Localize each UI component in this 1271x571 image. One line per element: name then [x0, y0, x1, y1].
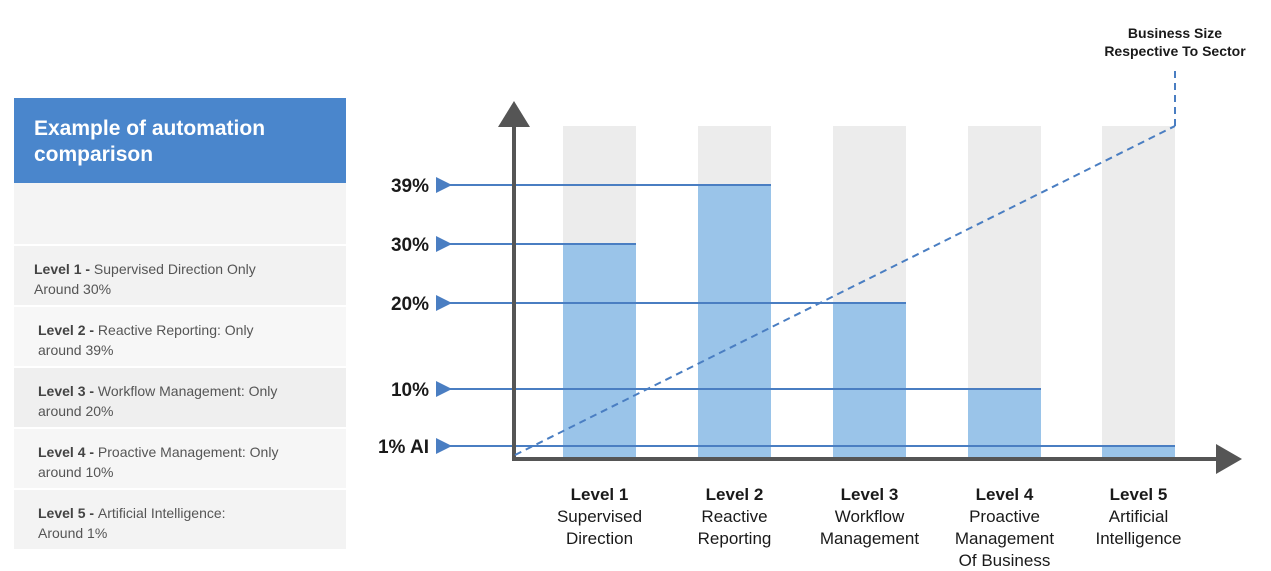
comparison-panel: Example of automation comparison Level 1…	[14, 98, 346, 549]
trend-line	[514, 125, 1176, 456]
level-label: Level 1 -	[34, 261, 94, 277]
level-label: Level 4 -	[38, 444, 98, 460]
x-axis-arrow-icon	[1216, 444, 1242, 474]
reference-arrow-icon	[436, 236, 452, 252]
level-label: Level 2 -	[38, 322, 98, 338]
tick-label-2: 39%	[391, 176, 429, 197]
panel-header: Example of automation comparison	[14, 98, 346, 183]
level-desc: Reactive Reporting: Only	[97, 322, 254, 338]
level-desc: Workflow Management: Only	[97, 383, 278, 399]
level-desc: Proactive Management: Only	[97, 444, 279, 460]
level-desc-2: Around 1%	[38, 525, 108, 541]
level-row-1: Level 1 - Supervised Direction Only Arou…	[14, 246, 346, 305]
category-label-2-line-1: Reactive	[701, 507, 767, 526]
bar-level-5	[1102, 446, 1175, 459]
tick-label-4: 10%	[391, 380, 429, 401]
reference-arrow-icon	[436, 295, 452, 311]
reference-arrow-icon	[436, 177, 452, 193]
level-row-4: Level 4 - Proactive Management: Only aro…	[14, 429, 346, 488]
level-desc-2: Around 30%	[34, 281, 112, 297]
level-label: Level 5 -	[38, 505, 98, 521]
trend-note-line-2: Respective To Sector	[1104, 43, 1246, 59]
level-desc-2: around 20%	[38, 403, 114, 419]
panel-title-line1: Example of automation	[34, 117, 266, 140]
tick-label-1: 30%	[391, 235, 429, 256]
reference-arrow-icon	[436, 438, 452, 454]
category-label-1-line-1: Supervised	[557, 507, 642, 526]
bar-level-4	[968, 389, 1041, 459]
category-label-5-line-2: Intelligence	[1095, 529, 1181, 548]
trend-note-line-1: Business Size	[1128, 25, 1222, 41]
level-row-3: Level 3 - Workflow Management: Only arou…	[14, 368, 346, 427]
category-label-4-line-1: Proactive	[969, 507, 1040, 526]
category-label-1-line-2: Direction	[566, 529, 633, 548]
level-label: Level 3 -	[38, 383, 98, 399]
level-row-5: Level 5 - Artificial Intelligence: Aroun…	[14, 490, 346, 549]
bar-level-3	[833, 303, 906, 459]
category-label-3-line-2: Management	[820, 529, 920, 548]
level-desc-2: around 39%	[38, 342, 114, 358]
bar-level-2	[698, 185, 771, 459]
category-level-1: Level 1	[571, 485, 629, 504]
category-label-3-line-1: Workflow	[835, 507, 905, 526]
level-desc: Supervised Direction Only	[93, 261, 256, 277]
category-label-5-line-1: Artificial	[1109, 507, 1169, 526]
background-bar-5	[1102, 126, 1175, 459]
reference-arrow-icon	[436, 381, 452, 397]
tick-label-3: 20%	[391, 294, 429, 315]
category-label-2-line-2: Reporting	[698, 529, 772, 548]
category-level-3: Level 3	[841, 485, 899, 504]
category-level-2: Level 2	[706, 485, 764, 504]
y-axis-arrow-icon	[498, 101, 530, 127]
level-row-2: Level 2 - Reactive Reporting: Only aroun…	[14, 307, 346, 366]
bar-level-1	[563, 244, 636, 459]
panel-title-line2: comparison	[34, 143, 154, 166]
category-level-5: Level 5	[1110, 485, 1168, 504]
panel-spacer	[14, 183, 346, 244]
level-desc: Artificial Intelligence:	[97, 505, 226, 521]
category-label-4-line-2: Management	[955, 529, 1055, 548]
category-level-4: Level 4	[976, 485, 1034, 504]
category-label-4-line-3: Of Business	[959, 551, 1051, 570]
level-desc-2: around 10%	[38, 464, 114, 480]
tick-label-5: 1% AI	[378, 437, 429, 458]
